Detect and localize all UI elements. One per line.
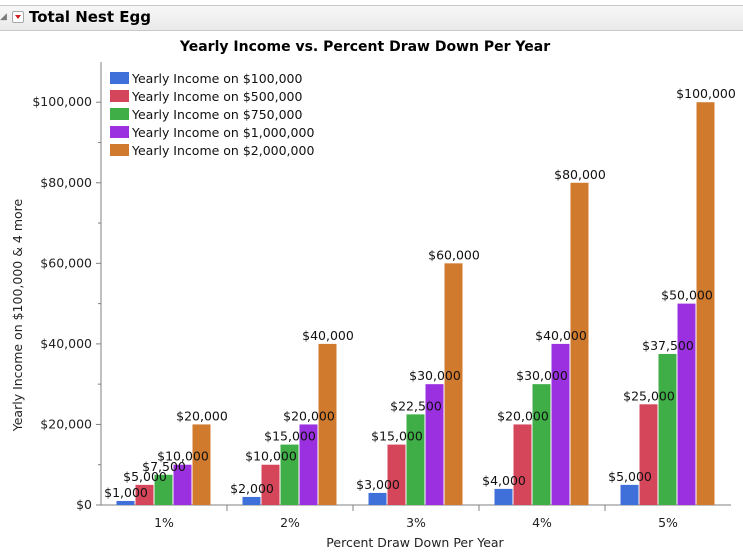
- legend-entry: Yearly Income on $100,000: [131, 71, 303, 86]
- x-tick-label: 2%: [280, 515, 300, 530]
- data-label: $7,500: [142, 459, 186, 474]
- outline-header: ◢ Total Nest Egg: [0, 5, 743, 31]
- bar: [299, 424, 318, 505]
- data-label: $20,000: [283, 408, 335, 423]
- legend-swatch: [110, 72, 129, 84]
- x-axis: 1% 2% 3% 4% 5%: [101, 504, 731, 530]
- y-tick-label: $40,000: [40, 336, 92, 351]
- bars-group: [116, 102, 715, 505]
- data-label: $1,000: [104, 485, 148, 500]
- bar: [532, 384, 551, 505]
- bar: [318, 343, 337, 505]
- legend-entry: Yearly Income on $1,000,000: [131, 125, 314, 140]
- data-label: $4,000: [482, 473, 526, 488]
- bar: [154, 474, 173, 505]
- bar: [242, 496, 261, 505]
- data-label: $37,500: [642, 338, 694, 353]
- bar: [570, 182, 589, 505]
- bar: [116, 500, 135, 505]
- bar-chart: Yearly Income vs. Percent Draw Down Per …: [10, 39, 736, 550]
- bar: [620, 484, 639, 505]
- x-tick-label: 5%: [658, 515, 678, 530]
- data-label: $30,000: [409, 368, 461, 383]
- bar: [135, 484, 154, 505]
- legend-entry: Yearly Income on $500,000: [131, 89, 303, 104]
- bar: [513, 424, 532, 505]
- legend-entry: Yearly Income on $2,000,000: [131, 143, 314, 158]
- legend-swatch: [110, 144, 129, 156]
- x-tick-label: 3%: [406, 515, 426, 530]
- bar: [280, 444, 299, 505]
- disclosure-triangle-icon[interactable]: ◢: [0, 12, 7, 22]
- data-label: $10,000: [245, 449, 297, 464]
- y-tick-label: $80,000: [40, 175, 92, 190]
- y-tick-label: $0: [76, 497, 92, 512]
- chart-title: Yearly Income vs. Percent Draw Down Per …: [179, 39, 550, 55]
- bar: [639, 404, 658, 505]
- x-tick-label: 1%: [154, 515, 174, 530]
- bar: [368, 492, 387, 505]
- data-label: $60,000: [428, 247, 480, 262]
- bar: [658, 353, 677, 505]
- y-tick-label: $20,000: [40, 416, 92, 431]
- data-label: $5,000: [123, 469, 167, 484]
- y-tick-label: $60,000: [40, 255, 92, 270]
- x-tick-label: 4%: [532, 515, 552, 530]
- bar: [677, 303, 696, 505]
- bar: [387, 444, 406, 505]
- data-label: $20,000: [176, 408, 228, 423]
- data-label: $5,000: [608, 469, 652, 484]
- legend-swatch: [110, 126, 129, 138]
- data-labels-group: $1,000$5,000$7,500$10,000$20,000$2,000$1…: [104, 86, 736, 500]
- data-label: $2,000: [230, 481, 274, 496]
- bar: [444, 263, 463, 505]
- data-label: $10,000: [157, 449, 209, 464]
- bar: [696, 102, 715, 505]
- data-label: $15,000: [371, 429, 423, 444]
- data-label: $40,000: [302, 328, 354, 343]
- data-label: $20,000: [497, 408, 549, 423]
- y-axis-title: Yearly Income on $100,000 & 4 more: [10, 198, 25, 432]
- bar: [551, 343, 570, 505]
- data-label: $15,000: [264, 429, 316, 444]
- red-triangle-menu-icon[interactable]: [12, 11, 24, 23]
- y-tick-label: $100,000: [32, 94, 92, 109]
- bar: [261, 464, 280, 505]
- data-label: $22,500: [390, 398, 442, 413]
- legend: Yearly Income on $100,000 Yearly Income o…: [110, 71, 314, 158]
- bar: [173, 464, 192, 505]
- data-label: $80,000: [554, 167, 606, 182]
- x-axis-title: Percent Draw Down Per Year: [326, 535, 504, 550]
- outline-title: Total Nest Egg: [29, 8, 151, 26]
- data-label: $3,000: [356, 477, 400, 492]
- legend-swatch: [110, 108, 129, 120]
- legend-entry: Yearly Income on $750,000: [131, 107, 303, 122]
- bar: [406, 414, 425, 505]
- bar: [192, 424, 211, 505]
- data-label: $30,000: [516, 368, 568, 383]
- y-axis: $0 $20,000 $40,000 $60,000 $80,000 $100,000: [32, 62, 102, 512]
- data-label: $25,000: [623, 388, 675, 403]
- bar: [494, 488, 513, 505]
- data-label: $100,000: [676, 86, 736, 101]
- bar: [425, 384, 444, 505]
- data-label: $50,000: [661, 288, 713, 303]
- data-label: $40,000: [535, 328, 587, 343]
- legend-swatch: [110, 90, 129, 102]
